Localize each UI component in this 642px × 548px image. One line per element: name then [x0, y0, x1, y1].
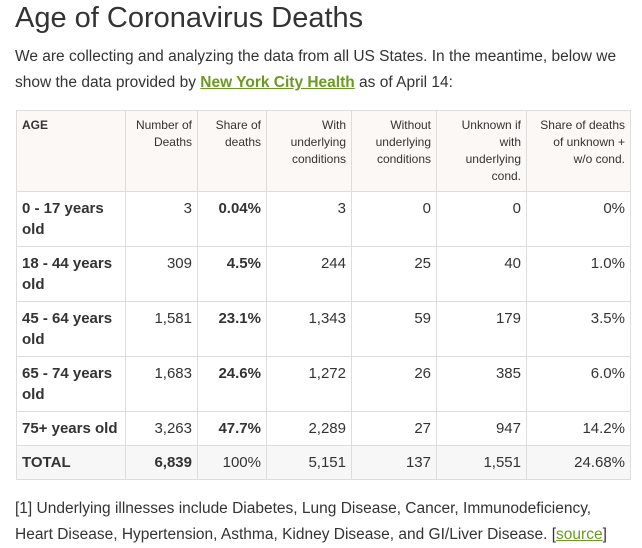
col-header: Share of deaths of unknown + w/o cond.: [526, 110, 631, 192]
table-cell: 947: [436, 411, 527, 446]
table-cell: 1.0%: [526, 246, 631, 302]
table-cell: 0.04%: [197, 191, 267, 247]
table-row: 0 - 17 years old 3 0.04% 3 0 0 0%: [16, 191, 631, 247]
table-cell: 6.0%: [526, 356, 631, 412]
table-cell: 3.5%: [526, 301, 631, 357]
intro-text: We are collecting and analyzing the data…: [15, 44, 631, 96]
table-cell: 6,839: [125, 445, 198, 480]
table-cell: 1,683: [125, 356, 198, 412]
col-header: Unknown if with underlying cond.: [436, 110, 527, 192]
table-cell: 1,272: [266, 356, 352, 412]
col-header: With underlying conditions: [266, 110, 352, 192]
table-cell: 385: [436, 356, 527, 412]
table-cell: 1,343: [266, 301, 352, 357]
table-row: 75+ years old 3,263 47.7% 2,289 27 947 14.2%: [16, 411, 631, 446]
table-cell: 0: [351, 191, 437, 247]
table-body: 0 - 17 years old 3 0.04% 3 0 0 0% 18 - 44 years…: [16, 191, 631, 480]
table-cell: 14.2%: [526, 411, 631, 446]
table-cell: 47.7%: [197, 411, 267, 446]
table-cell: 244: [266, 246, 352, 302]
footnote-close: ]: [602, 526, 607, 543]
table-cell: 4.5%: [197, 246, 267, 302]
table-cell: 25: [351, 246, 437, 302]
table-cell: 0 - 17 years old: [16, 191, 126, 247]
table-cell: 59: [351, 301, 437, 357]
table-header-row: AGE Number of Deaths Share of deaths Wit…: [16, 110, 631, 192]
table-cell: 26: [351, 356, 437, 412]
total-row: TOTAL 6,839 100% 5,151 137 1,551 24.68%: [16, 445, 631, 480]
table-cell: 0: [436, 191, 527, 247]
table-cell: 3,263: [125, 411, 198, 446]
table-cell: 24.68%: [526, 445, 631, 480]
table-cell: 27: [351, 411, 437, 446]
footnote: [1] Underlying illnesses include Diabete…: [15, 496, 631, 548]
table-cell: 65 - 74 years old: [16, 356, 126, 412]
col-header: AGE: [16, 110, 126, 192]
table-cell: 0%: [526, 191, 631, 247]
table-cell: TOTAL: [16, 445, 126, 480]
table-cell: 179: [436, 301, 527, 357]
table-cell: 137: [351, 445, 437, 480]
table-row: 18 - 44 years old 309 4.5% 244 25 40 1.0%: [16, 246, 631, 302]
table-row: 45 - 64 years old 1,581 23.1% 1,343 59 179 3.5…: [16, 301, 631, 357]
col-header: Number of Deaths: [125, 110, 198, 192]
table-cell: 24.6%: [197, 356, 267, 412]
footnote-text: [1] Underlying illnesses include Diabete…: [15, 500, 592, 543]
intro-after: as of April 14:: [354, 74, 453, 91]
col-header: Share of deaths: [197, 110, 267, 192]
table-cell: 3: [125, 191, 198, 247]
page-title: Age of Coronavirus Deaths: [15, 2, 364, 34]
table-cell: 1,551: [436, 445, 527, 480]
table-cell: 5,151: [266, 445, 352, 480]
table-cell: 2,289: [266, 411, 352, 446]
source-link[interactable]: source: [556, 526, 603, 543]
table-cell: 1,581: [125, 301, 198, 357]
table-cell: 309: [125, 246, 198, 302]
table-cell: 45 - 64 years old: [16, 301, 126, 357]
table-row: 65 - 74 years old 1,683 24.6% 1,272 26 385 6.0…: [16, 356, 631, 412]
intro-before: We are collecting and analyzing the data…: [15, 48, 617, 91]
table-cell: 23.1%: [197, 301, 267, 357]
table-cell: 40: [436, 246, 527, 302]
col-header: Without underlying conditions: [351, 110, 437, 192]
nyc-health-link[interactable]: New York City Health: [200, 74, 355, 91]
table-cell: 3: [266, 191, 352, 247]
table-cell: 18 - 44 years old: [16, 246, 126, 302]
table-cell: 75+ years old: [16, 411, 126, 446]
age-deaths-table: AGE Number of Deaths Share of deaths Wit…: [16, 110, 631, 480]
table-cell: 100%: [197, 445, 267, 480]
